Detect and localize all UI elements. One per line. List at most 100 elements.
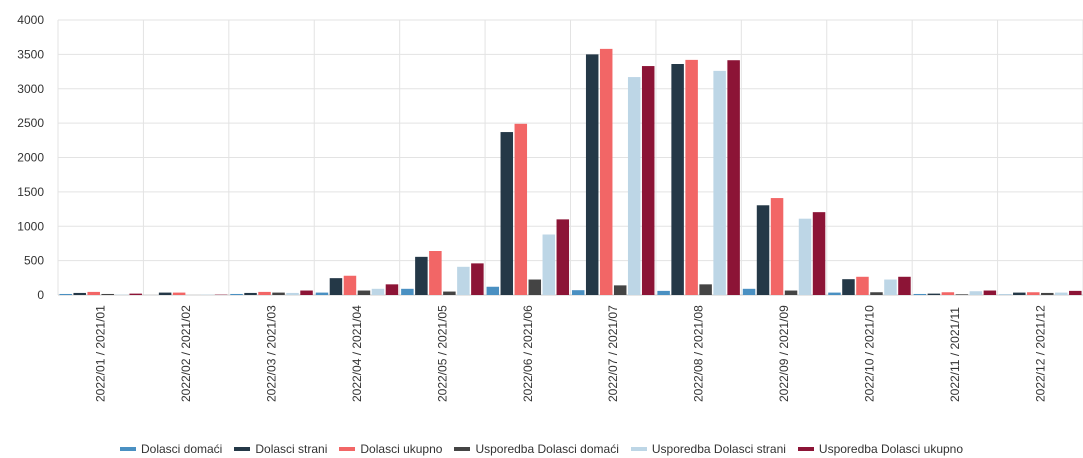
bar bbox=[429, 251, 442, 295]
legend-swatch bbox=[454, 447, 471, 451]
bar bbox=[770, 198, 784, 295]
bar bbox=[87, 291, 100, 295]
y-tick-label: 0 bbox=[37, 288, 44, 302]
legend-item[interactable]: Dolasci domaći bbox=[119, 442, 223, 456]
legend-item[interactable]: Usporedba Dolasci strani bbox=[630, 442, 786, 456]
bar bbox=[727, 60, 740, 295]
legend-swatch bbox=[339, 447, 356, 451]
bar bbox=[713, 70, 726, 295]
bar bbox=[955, 294, 969, 295]
bar bbox=[884, 279, 897, 295]
x-tick-label: 2022/09 / 2021/09 bbox=[777, 305, 791, 402]
legend-label: Usporedba Dolasci ukupno bbox=[818, 442, 964, 456]
bar bbox=[244, 292, 257, 295]
y-tick-label: 2500 bbox=[17, 116, 44, 130]
y-tick-label: 1000 bbox=[17, 219, 44, 233]
legend-label: Dolasci strani bbox=[255, 442, 328, 456]
bar bbox=[59, 293, 72, 295]
chart-legend: Dolasci domaći Dolasci strani Dolasci ukup… bbox=[0, 440, 1083, 458]
bar bbox=[627, 77, 641, 295]
legend-item[interactable]: Usporedba Dolasci ukupno bbox=[797, 442, 964, 456]
bar bbox=[371, 288, 385, 295]
bar bbox=[258, 291, 271, 295]
bar bbox=[415, 256, 428, 295]
bar bbox=[699, 284, 712, 295]
legend-item[interactable]: Usporedba Dolasci domaći bbox=[454, 442, 619, 456]
y-tick-label: 2000 bbox=[17, 151, 44, 165]
legend-swatch bbox=[630, 447, 647, 451]
bar bbox=[385, 284, 399, 295]
legend-label: Dolasci domaći bbox=[140, 442, 223, 456]
x-tick-label: 2022/10 / 2021/10 bbox=[862, 305, 876, 402]
bar bbox=[457, 266, 470, 295]
y-tick-label: 3000 bbox=[17, 82, 44, 96]
bar bbox=[129, 293, 142, 295]
bar bbox=[927, 293, 941, 295]
legend-label: Usporedba Dolasci strani bbox=[651, 442, 786, 456]
bar-chart: 0 500 1000 1500 2000 2500 3000 3500 4000 2022/01 … bbox=[17, 13, 1083, 402]
bar bbox=[1027, 292, 1040, 295]
bar bbox=[571, 290, 585, 295]
bar bbox=[528, 279, 542, 295]
legend-label: Dolasci ukupno bbox=[360, 442, 443, 456]
bars-layer bbox=[59, 48, 1082, 295]
y-tick-label: 1500 bbox=[17, 185, 44, 199]
bar bbox=[230, 293, 243, 295]
y-tick-label: 3500 bbox=[17, 47, 44, 61]
x-tick-label: 2022/04 / 2021/04 bbox=[350, 305, 364, 402]
bar bbox=[756, 205, 770, 295]
bar bbox=[941, 292, 955, 295]
bar bbox=[671, 64, 684, 295]
bar bbox=[471, 263, 484, 295]
legend-item[interactable]: Dolasci strani bbox=[234, 442, 327, 456]
bar bbox=[613, 285, 627, 295]
bar bbox=[556, 219, 570, 295]
bar bbox=[1013, 292, 1026, 295]
legend-label: Usporedba Dolasci domaći bbox=[475, 442, 619, 456]
bar bbox=[300, 290, 313, 295]
x-tick-label: 2022/03 / 2021/03 bbox=[265, 305, 279, 402]
bar bbox=[1041, 292, 1054, 295]
bar bbox=[784, 290, 798, 295]
x-tick-label: 2022/12 / 2021/12 bbox=[1033, 305, 1047, 402]
bar bbox=[286, 292, 299, 295]
bar bbox=[742, 288, 756, 295]
legend-item[interactable]: Dolasci ukupno bbox=[339, 442, 442, 456]
bar bbox=[599, 48, 613, 295]
x-tick-label: 2022/06 / 2021/06 bbox=[521, 305, 535, 402]
grid-layer bbox=[57, 19, 1083, 296]
bar bbox=[828, 292, 841, 295]
bar bbox=[486, 286, 500, 295]
bar bbox=[913, 293, 927, 295]
legend-swatch bbox=[797, 447, 814, 451]
bar bbox=[401, 288, 414, 295]
x-tick-label: 2022/02 / 2021/02 bbox=[179, 305, 193, 402]
bar bbox=[343, 275, 357, 295]
bar bbox=[1069, 290, 1082, 295]
bar bbox=[798, 218, 812, 295]
bar bbox=[443, 291, 456, 295]
bar bbox=[172, 292, 186, 295]
bar bbox=[315, 292, 329, 295]
legend-swatch bbox=[119, 447, 136, 451]
bar bbox=[812, 212, 826, 295]
bar bbox=[969, 291, 983, 295]
x-tick-label: 2022/08 / 2021/08 bbox=[692, 305, 706, 402]
x-tick-label: 2022/07 / 2021/07 bbox=[606, 305, 620, 402]
bar bbox=[1055, 292, 1068, 295]
bar bbox=[329, 278, 343, 295]
bar bbox=[73, 292, 86, 295]
bar bbox=[101, 293, 114, 295]
bar bbox=[357, 290, 371, 295]
x-tick-label: 2022/05 / 2021/05 bbox=[435, 305, 449, 402]
legend-swatch bbox=[234, 447, 251, 451]
bar bbox=[542, 234, 556, 295]
bar bbox=[870, 292, 883, 295]
y-tick-label: 500 bbox=[24, 254, 44, 268]
bar bbox=[685, 59, 698, 295]
bar bbox=[641, 66, 655, 295]
bar bbox=[898, 276, 911, 295]
x-tick-label: 2022/11 / 2021/11 bbox=[948, 307, 962, 402]
bar bbox=[856, 276, 869, 295]
bar bbox=[272, 292, 285, 295]
